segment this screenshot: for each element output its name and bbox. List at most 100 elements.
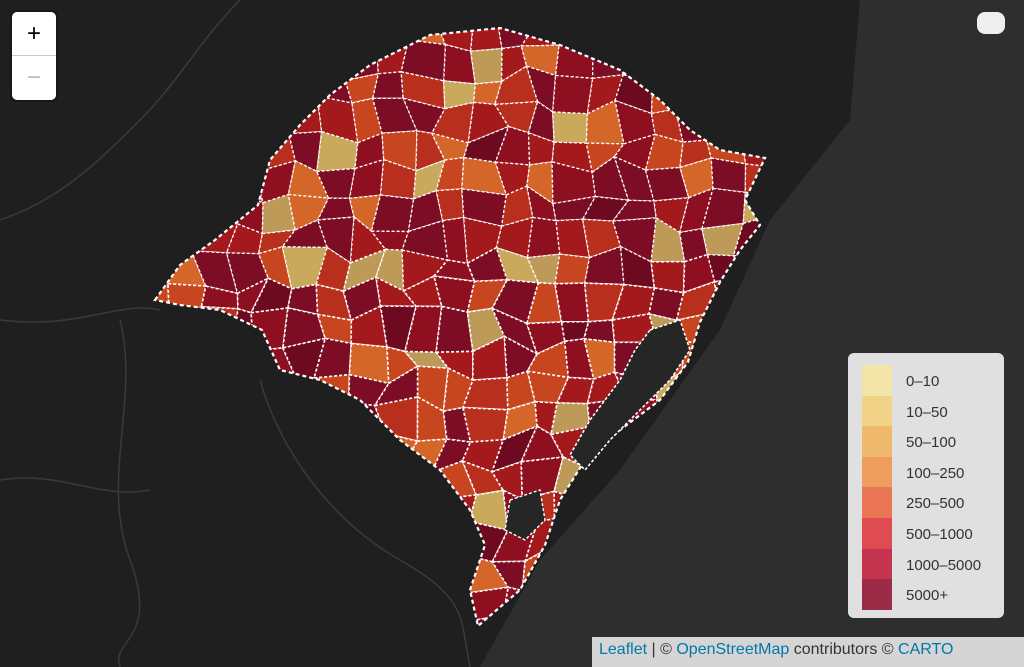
municipality[interactable] [650, 260, 686, 294]
legend-label: 10–50 [906, 403, 948, 421]
border-line [0, 477, 151, 493]
municipality[interactable] [200, 285, 239, 310]
legend-swatch [862, 456, 892, 488]
municipality[interactable] [495, 216, 534, 259]
municipality[interactable] [500, 185, 534, 228]
lagoon [504, 489, 546, 541]
municipality[interactable] [585, 99, 625, 145]
municipality[interactable] [526, 161, 554, 205]
municipality[interactable] [526, 216, 561, 259]
municipality[interactable] [520, 44, 560, 77]
municipality[interactable] [650, 108, 684, 144]
municipality[interactable] [348, 194, 382, 233]
legend-swatch [862, 548, 892, 580]
zoom-in-button[interactable]: + [26, 20, 41, 47]
municipality[interactable] [534, 400, 559, 436]
municipality[interactable] [581, 195, 630, 222]
legend-swatch [862, 395, 892, 427]
municipality[interactable] [679, 157, 714, 199]
municipality[interactable] [526, 370, 570, 404]
municipality[interactable] [287, 193, 330, 231]
municipality[interactable] [461, 406, 509, 443]
municipality[interactable] [415, 130, 446, 172]
municipality[interactable] [342, 276, 382, 322]
background-borders [0, 0, 471, 667]
municipality[interactable] [315, 167, 356, 200]
municipality[interactable] [550, 402, 591, 436]
border-line [0, 307, 161, 323]
municipality[interactable] [552, 74, 594, 115]
layer-toggle[interactable] [977, 12, 1005, 34]
municipality[interactable] [678, 227, 709, 263]
municipality[interactable] [316, 130, 359, 173]
carto-link[interactable]: CARTO [898, 641, 954, 658]
legend-label: 500–1000 [906, 526, 973, 543]
municipality[interactable] [469, 47, 503, 85]
municipality[interactable] [552, 111, 589, 144]
legend: 0–10 10–50 50–100 100–250 250–500 500–1000 100… [848, 353, 1004, 618]
municipality[interactable] [315, 283, 353, 322]
municipality[interactable] [432, 259, 476, 283]
municipality[interactable] [585, 142, 626, 174]
attribution: Leaflet | © OpenStreetMap contributors ©… [592, 637, 1024, 667]
municipality[interactable] [613, 133, 657, 171]
municipality[interactable] [430, 438, 472, 474]
municipality[interactable] [648, 287, 685, 322]
municipality[interactable] [460, 459, 505, 496]
municipality[interactable] [527, 100, 555, 144]
municipality[interactable] [287, 159, 330, 199]
municipality[interactable] [644, 133, 684, 171]
zoom-out-button[interactable]: − [12, 55, 56, 99]
municipality[interactable] [614, 99, 656, 145]
municipality[interactable] [344, 72, 380, 104]
municipality[interactable] [371, 71, 404, 100]
attribution-text: contributors © [793, 641, 894, 658]
municipality[interactable] [257, 229, 297, 255]
legend-label: 100–250 [906, 464, 965, 482]
leaflet-link[interactable]: Leaflet [599, 641, 648, 658]
legend-label: 1000–5000 [906, 556, 982, 574]
legend-label: 250–500 [906, 495, 965, 513]
municipality[interactable] [490, 306, 539, 356]
legend-label: 5000+ [906, 587, 949, 605]
municipality[interactable] [525, 321, 566, 356]
municipality[interactable] [466, 278, 509, 314]
municipality[interactable] [286, 283, 319, 316]
zoom-control: + − [12, 12, 56, 100]
municipality[interactable] [281, 219, 329, 249]
municipality[interactable] [373, 364, 419, 407]
municipality[interactable] [416, 365, 450, 413]
municipality[interactable] [560, 320, 590, 343]
municipality[interactable] [350, 304, 388, 348]
municipality[interactable] [710, 157, 747, 194]
municipality[interactable] [281, 246, 329, 290]
border-line [259, 379, 471, 667]
municipality[interactable] [552, 195, 597, 222]
legend-swatch [862, 487, 892, 519]
municipality[interactable] [582, 319, 616, 344]
municipality[interactable] [490, 460, 524, 501]
municipality[interactable] [554, 282, 590, 323]
osm-link[interactable]: OpenStreetMap [676, 641, 790, 658]
municipality[interactable] [701, 187, 746, 230]
municipality[interactable] [281, 337, 327, 382]
border-line [117, 319, 141, 667]
municipality[interactable] [435, 188, 465, 222]
municipality[interactable] [443, 43, 477, 85]
municipality[interactable] [525, 184, 557, 222]
legend-label: 50–100 [906, 434, 957, 452]
municipality[interactable] [381, 130, 418, 172]
attribution-text: | © [651, 641, 672, 658]
border-line [0, 0, 241, 221]
municipality[interactable] [400, 39, 447, 82]
legend-swatch [862, 365, 892, 396]
municipality[interactable] [435, 305, 474, 354]
municipality[interactable] [469, 13, 503, 52]
legend-swatch [862, 518, 892, 549]
municipality[interactable] [554, 253, 591, 285]
municipality[interactable] [495, 246, 540, 284]
lagoon [569, 318, 691, 472]
municipality[interactable] [407, 189, 444, 233]
